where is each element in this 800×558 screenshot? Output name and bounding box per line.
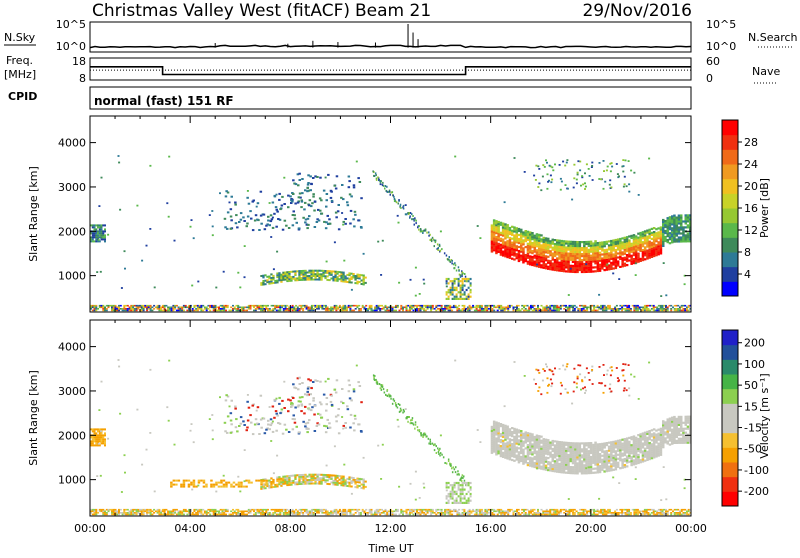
beam-title: Beam 21 <box>355 1 431 21</box>
colorbar-tick-label: 12 <box>744 224 758 237</box>
freq-line <box>90 67 691 75</box>
xtick-label: 16:00 <box>475 522 507 535</box>
colorbar-tick-label: -200 <box>744 485 769 498</box>
colorbar-tick-label: 15 <box>744 400 758 413</box>
colorbar-tick-label: 28 <box>744 136 758 149</box>
nsearch-label: N.Search <box>748 31 798 44</box>
nsky-line <box>90 45 691 47</box>
time-axis-label: Time UT <box>367 542 413 554</box>
colorbar-swatch <box>722 135 738 150</box>
nsky-strip-frame <box>90 22 691 52</box>
xtick-label: 12:00 <box>375 522 407 535</box>
cpid-label: CPID <box>8 90 37 103</box>
colorbar-tick-label: 200 <box>744 337 765 350</box>
colorbar-swatch <box>722 281 738 296</box>
nsky-tick-low: 10^0 <box>56 40 86 53</box>
colorbar-swatch <box>722 389 738 404</box>
colorbar-swatch <box>722 267 738 282</box>
power-heatmap-cells <box>90 155 693 311</box>
nsky-tick-high: 10^5 <box>56 18 86 31</box>
velocity-ylabel: Slant Range [km] <box>27 370 40 466</box>
ytick-label: 2000 <box>58 225 86 238</box>
colorbar-swatch <box>722 403 738 418</box>
xtick-label: 04:00 <box>174 522 206 535</box>
velocity-colorbar-label: Velocity [m s⁻¹] <box>758 373 771 458</box>
freq-unit-label: [MHz] <box>4 68 36 81</box>
colorbar-tick-label: 16 <box>744 202 758 215</box>
colorbar-swatch <box>722 447 738 462</box>
colorbar-swatch <box>722 433 738 448</box>
nave-label: Nave <box>752 65 780 78</box>
colorbar-swatch <box>722 164 738 179</box>
velocity-panel-frame <box>90 320 691 516</box>
ytick-label: 4000 <box>58 137 86 150</box>
colorbar-swatch <box>722 345 738 360</box>
cpid-text: normal (fast) 151 RF <box>94 94 234 108</box>
xtick-label: 00:00 <box>74 522 106 535</box>
freq-tick-high: 18 <box>72 55 86 68</box>
station-title: Christmas Valley West (fitACF) <box>92 1 350 21</box>
power-panel-frame <box>90 116 691 312</box>
colorbar-swatch <box>722 193 738 208</box>
colorbar-swatch <box>722 179 738 194</box>
ytick-label: 3000 <box>58 385 86 398</box>
nsky-label: N.Sky <box>4 31 36 44</box>
ytick-label: 3000 <box>58 181 86 194</box>
freq-tick-low: 8 <box>79 72 86 85</box>
colorbar-swatch <box>722 149 738 164</box>
colorbar-swatch <box>722 252 738 267</box>
nsky-spikes <box>215 24 418 48</box>
colorbar-swatch <box>722 477 738 492</box>
xtick-label: 00:00 <box>675 522 707 535</box>
colorbar-swatch <box>722 237 738 252</box>
colorbar-tick-label: 50 <box>744 379 758 392</box>
nave-tick-low: 0 <box>706 72 713 85</box>
colorbar-tick-label: 24 <box>744 158 758 171</box>
velocity-heatmap-cells <box>90 359 693 515</box>
colorbar-swatch <box>722 462 738 477</box>
xtick-label: 20:00 <box>575 522 607 535</box>
power-xticks <box>90 116 691 312</box>
colorbar-swatch <box>722 491 738 506</box>
nsky-tick-high-right: 10^5 <box>706 18 736 31</box>
power-colorbar: 4 8 12 16 20 24 28 <box>722 120 758 297</box>
ytick-label: 1000 <box>58 474 86 487</box>
ytick-label: 1000 <box>58 270 86 283</box>
velocity-xtick-labels: 00:00 04:00 08:00 12:00 16:00 20:00 00:00 <box>74 522 707 535</box>
colorbar-swatch <box>722 223 738 238</box>
colorbar-tick-label: -100 <box>744 464 769 477</box>
nsky-tick-low-right: 10^0 <box>706 40 736 53</box>
colorbar-swatch <box>722 208 738 223</box>
ytick-label: 2000 <box>58 429 86 442</box>
colorbar-swatch <box>722 418 738 433</box>
colorbar-tick-label: 100 <box>744 358 765 371</box>
colorbar-swatch <box>722 330 738 345</box>
nave-tick-high: 60 <box>706 55 720 68</box>
colorbar-tick-label: 20 <box>744 180 758 193</box>
colorbar-swatch <box>722 374 738 389</box>
power-colorbar-label: Power [dB] <box>758 178 771 238</box>
xtick-label: 08:00 <box>274 522 306 535</box>
velocity-xticks <box>90 320 691 516</box>
colorbar-tick-label: 4 <box>744 268 751 281</box>
ytick-label: 4000 <box>58 341 86 354</box>
freq-label: Freq. <box>6 54 33 67</box>
colorbar-swatch <box>722 120 738 135</box>
date-title: 29/Nov/2016 <box>582 1 692 21</box>
colorbar-swatch <box>722 359 738 374</box>
freq-strip-frame <box>90 58 691 80</box>
power-ylabel: Slant Range [km] <box>27 166 40 262</box>
colorbar-tick-label: 8 <box>744 246 751 259</box>
